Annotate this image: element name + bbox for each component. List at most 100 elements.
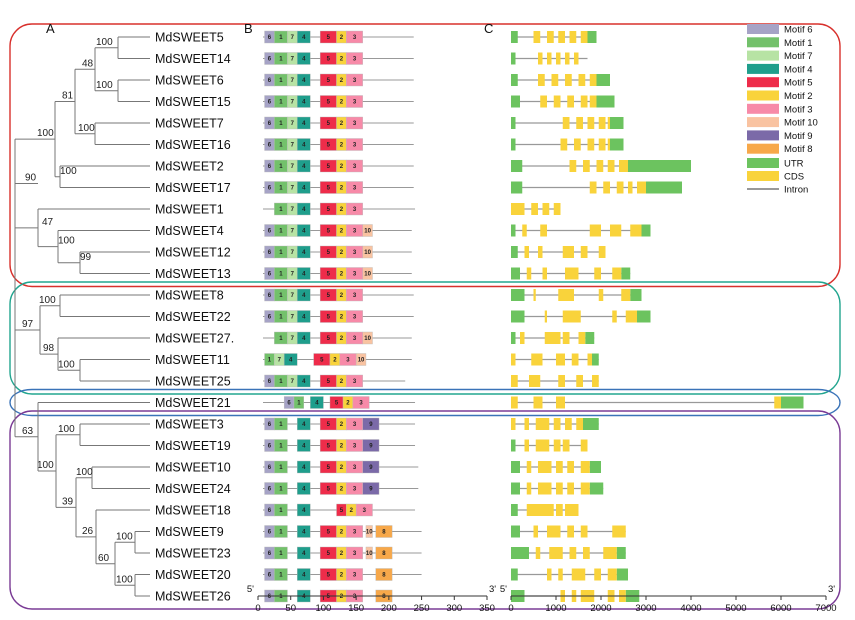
motif-number: 4 (302, 530, 306, 536)
gene-label: MdSWEET8 (155, 289, 224, 303)
bootstrap-value: 98 (43, 343, 55, 354)
cds-block (589, 181, 597, 194)
motif-3-box (346, 310, 363, 323)
gene-label: MdSWEET18 (155, 504, 231, 518)
motif-number: 8 (382, 573, 386, 579)
legend-swatch (747, 77, 779, 88)
cds-block (578, 332, 586, 344)
motif-number: 3 (353, 422, 357, 428)
motif-number: 2 (340, 35, 344, 41)
bootstrap-value: 60 (98, 553, 110, 564)
panel-label-b: B (244, 21, 253, 36)
motif-4-box (297, 181, 311, 194)
motif-number: 1 (279, 164, 283, 170)
motif-number: 7 (291, 315, 295, 321)
legend-label: Motif 2 (784, 91, 813, 102)
legend-label: Motif 8 (784, 144, 813, 155)
utr-block (596, 95, 615, 108)
motif-3-box (346, 159, 363, 173)
utr-block (511, 482, 520, 495)
motif-number: 4 (302, 487, 306, 493)
motif-4-box (297, 73, 311, 87)
gene-label: MdSWEET15 (155, 95, 231, 109)
motif-4-box (310, 396, 324, 409)
utr-block (616, 547, 626, 559)
cds-block (587, 353, 592, 366)
bootstrap-value: 100 (37, 460, 54, 471)
utr-block (511, 332, 516, 344)
motif-1-box (274, 417, 288, 431)
motif-number: 10 (364, 250, 371, 256)
motif-number: 3 (353, 186, 357, 192)
cds-block (556, 504, 563, 516)
cds-block (553, 418, 561, 430)
motif-number: 3 (353, 530, 357, 536)
motif-number: 7 (278, 358, 282, 364)
motif-10-box (362, 224, 373, 237)
cds-block (580, 525, 588, 538)
motif-4-box (297, 95, 311, 108)
legend-swatch (747, 158, 779, 168)
motif-number: 9 (369, 422, 373, 428)
cds-block (592, 375, 599, 387)
cds-block (621, 289, 631, 301)
bootstrap-value: 100 (58, 359, 75, 370)
motif-3-box (346, 138, 363, 151)
motif-4-box (297, 202, 311, 216)
utr-block (596, 74, 610, 86)
cds-block (598, 246, 606, 258)
gene-label: MdSWEET22 (155, 310, 231, 324)
gene-label: MdSWEET23 (155, 547, 231, 561)
cds-block (533, 31, 541, 43)
cds-block (565, 267, 579, 280)
motif-number: 6 (268, 35, 272, 41)
cds-block (511, 353, 516, 366)
utr-block (511, 31, 518, 43)
bootstrap-value: 100 (58, 424, 75, 435)
cds-block (538, 74, 545, 86)
motif-number: 7 (291, 293, 295, 299)
motif-number: 6 (268, 508, 272, 514)
utr-block (589, 461, 601, 473)
motif-3-box (346, 116, 363, 130)
motif-number: 5 (327, 121, 331, 127)
gene-label: MdSWEET2 (155, 160, 224, 174)
motif-number: 4 (302, 100, 306, 106)
utr-block (646, 181, 682, 194)
motif-number: 5 (335, 401, 339, 407)
cds-block (522, 224, 527, 237)
cds-block (607, 160, 615, 172)
motif-10-box (365, 546, 373, 560)
cds-block (540, 95, 547, 108)
panel-label-c: C (484, 21, 493, 36)
motif-4-box (297, 417, 311, 431)
motif-number: 3 (353, 293, 357, 299)
gene-label: MdSWEET9 (155, 525, 224, 539)
bootstrap-value: 81 (62, 91, 74, 102)
motif-number: 5 (327, 594, 331, 600)
motif-number: 4 (302, 336, 306, 342)
motif-number: 2 (340, 336, 344, 342)
cds-block (603, 181, 610, 194)
cds-block (589, 224, 601, 237)
motif-number: 4 (302, 164, 306, 170)
utr-block (628, 160, 691, 172)
bootstrap-value: 26 (82, 526, 94, 537)
cds-block (569, 547, 577, 559)
bootstrap-value: 100 (116, 531, 133, 542)
motif-number: 6 (268, 530, 272, 536)
motif-number: 7 (291, 57, 295, 63)
motif-number: 10 (364, 272, 371, 278)
utr-block (511, 504, 518, 516)
cds-block (538, 246, 543, 258)
cds-block (558, 31, 565, 43)
utr-block (511, 267, 520, 280)
cds-block (526, 482, 532, 495)
cds-block (531, 203, 538, 215)
motif-number: 2 (350, 508, 354, 514)
motif-number: 7 (291, 207, 295, 213)
motif-number: 6 (268, 121, 272, 127)
motif-3-box (346, 52, 363, 65)
gene-label: MdSWEET5 (155, 31, 224, 45)
motif-number: 6 (268, 293, 272, 299)
